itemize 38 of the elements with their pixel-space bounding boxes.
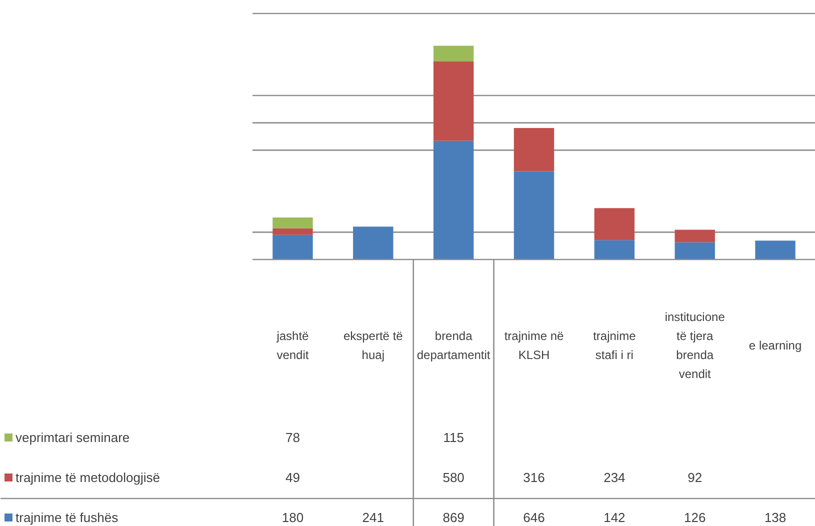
bar — [674, 230, 715, 242]
data-label: 142 — [604, 510, 626, 525]
legend-label: trajnime të metodologjisë — [16, 470, 160, 485]
x-tick-label: trajnime në KLSH — [504, 329, 564, 362]
data-label: 180 — [282, 510, 304, 525]
x-tick-label: brenda departamentit — [416, 329, 491, 362]
bar — [433, 46, 474, 62]
bar — [353, 226, 394, 260]
data-label: 92 — [688, 470, 702, 485]
data-label: 316 — [523, 470, 545, 485]
bar — [755, 240, 796, 260]
data-label: 241 — [362, 510, 384, 525]
bar — [272, 218, 313, 228]
bar — [674, 242, 715, 260]
bar — [514, 128, 554, 172]
data-label: 580 — [442, 470, 464, 485]
data-label: 234 — [604, 470, 626, 485]
data-label: 126 — [684, 510, 706, 525]
bar — [594, 240, 635, 260]
bar — [433, 61, 474, 141]
x-tick-label: ekspertë të huaj — [343, 329, 404, 362]
x-tick-label: trajnime stafi i ri — [593, 329, 636, 362]
bar — [433, 140, 474, 260]
x-tick-label: e learning — [748, 338, 802, 352]
data-label: 49 — [285, 470, 300, 485]
legend-label: veprimtari seminare — [16, 430, 130, 445]
data-label: 78 — [285, 430, 300, 445]
x-tick-label: institucione të tjera brenda vendit — [664, 310, 726, 381]
x-tick-label: jashtë vendit — [276, 329, 310, 362]
bar — [594, 208, 635, 240]
bar — [272, 234, 313, 260]
data-label: 115 — [443, 430, 464, 445]
bar — [272, 228, 313, 235]
data-label: 138 — [764, 510, 786, 525]
data-label: 646 — [523, 510, 545, 525]
legend-label: trajnime të fushës — [16, 510, 119, 525]
data-label: 869 — [442, 510, 464, 525]
bar — [514, 171, 554, 260]
